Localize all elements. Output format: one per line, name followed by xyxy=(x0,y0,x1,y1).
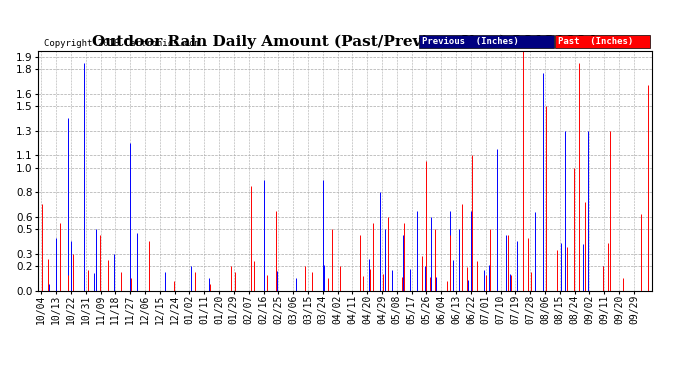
FancyBboxPatch shape xyxy=(555,35,650,48)
FancyBboxPatch shape xyxy=(419,35,554,48)
Text: Past  (Inches): Past (Inches) xyxy=(558,37,633,46)
Title: Outdoor Rain Daily Amount (Past/Previous Year) 20181004: Outdoor Rain Daily Amount (Past/Previous… xyxy=(92,35,598,50)
Text: Previous  (Inches): Previous (Inches) xyxy=(422,37,518,46)
Text: Copyright 2018 Cartronics.com: Copyright 2018 Cartronics.com xyxy=(44,39,200,48)
